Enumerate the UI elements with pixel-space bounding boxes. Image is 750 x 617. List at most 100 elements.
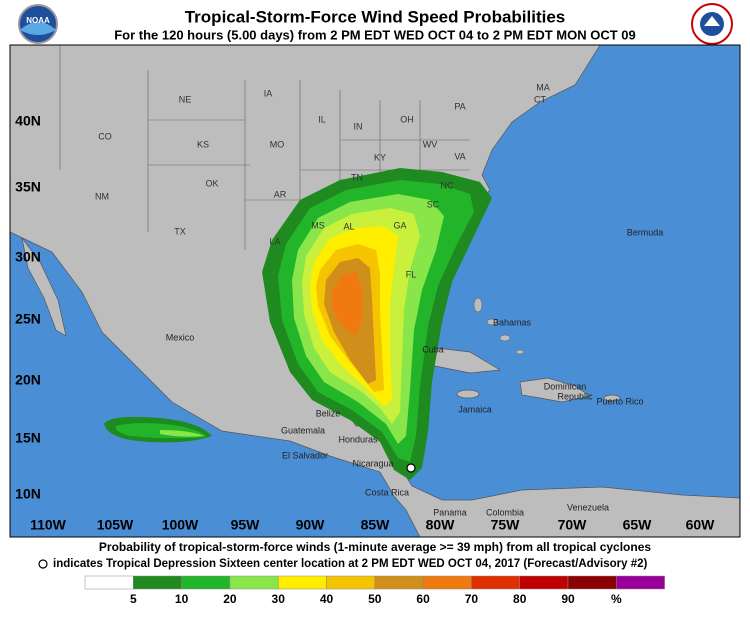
jamaica <box>456 389 480 399</box>
state-label: IN <box>354 121 363 131</box>
scale-swatch <box>422 575 472 590</box>
place-label: Mexico <box>166 332 195 342</box>
state-label: NC <box>441 180 454 190</box>
bahamas <box>473 297 525 355</box>
place-label: Belize <box>316 408 341 418</box>
color-scale: 5 10 20 30 40 50 60 70 80 90% <box>84 575 665 606</box>
lat-label: 35N <box>15 179 41 195</box>
scale-swatch <box>519 575 569 590</box>
scale-label: 80 <box>513 592 527 606</box>
lon-label: 85W <box>361 517 391 533</box>
lon-label: 80W <box>426 517 456 533</box>
state-label: CO <box>98 131 112 141</box>
scale-swatch <box>567 575 617 590</box>
state-label: IA <box>264 88 273 98</box>
place-label: Puerto Rico <box>596 396 643 406</box>
state-label: KS <box>197 139 209 149</box>
scale-label: 90 <box>561 592 575 606</box>
state-label: LA <box>269 236 280 246</box>
state-label: OH <box>400 114 414 124</box>
place-label: Nicaragua <box>352 458 393 468</box>
nws-logo <box>691 3 733 45</box>
state-label: FL <box>406 269 417 279</box>
state-label: TN <box>351 172 363 182</box>
scale-label: 5 <box>130 592 137 606</box>
logo-text: NOAA <box>26 16 50 25</box>
lon-label: 75W <box>491 517 521 533</box>
scale-swatch <box>616 575 665 590</box>
state-label: WV <box>423 139 438 149</box>
lat-label: 20N <box>15 372 41 388</box>
state-borders <box>59 45 470 250</box>
state-label: MA <box>536 82 550 92</box>
scale-swatch <box>326 575 376 590</box>
scale-swatch <box>181 575 231 590</box>
scale-label: 70 <box>465 592 479 606</box>
state-label: TX <box>174 226 186 236</box>
place-label: Bahamas <box>493 317 532 327</box>
title: Tropical-Storm-Force Wind Speed Probabil… <box>185 7 566 26</box>
lat-label: 15N <box>15 430 41 446</box>
subtitle: For the 120 hours (5.00 days) from 2 PM … <box>114 27 636 42</box>
map-frame <box>9 44 741 538</box>
scale-swatch <box>277 575 327 590</box>
place-label: Guatemala <box>281 425 325 435</box>
baja <box>21 237 67 337</box>
place-label: Dominican <box>544 381 587 391</box>
lon-label: 65W <box>623 517 653 533</box>
hispaniola <box>519 377 591 403</box>
scale-label: 10 <box>175 592 189 606</box>
state-label: AL <box>343 221 354 231</box>
lat-label: 10N <box>15 486 41 502</box>
puerto-rico <box>603 394 621 402</box>
place-label: El Salvador <box>282 450 328 460</box>
map-labels: 40N 35N 30N 25N 20N 15N 10N 110W 105W 100W 95W 90W 8… <box>15 82 715 532</box>
state-label: IL <box>318 114 326 124</box>
noaa-logo: NOAA <box>18 4 58 44</box>
state-label: SC <box>427 199 440 209</box>
lon-label: 70W <box>558 517 588 533</box>
state-label: MS <box>311 220 325 230</box>
legend-note: indicates Tropical Depression Sixteen ce… <box>53 558 648 570</box>
lon-label: 60W <box>686 517 716 533</box>
scale-label: % <box>611 592 622 606</box>
scale-swatch <box>133 575 182 590</box>
place-label: Venezuela <box>567 502 609 512</box>
place-label: Republic <box>557 391 593 401</box>
place-label: Bermuda <box>627 227 664 237</box>
scale-label: 20 <box>223 592 237 606</box>
lon-label: 110W <box>30 517 67 533</box>
legend-caption: Probability of tropical-storm-force wind… <box>99 540 651 554</box>
scale-swatch <box>84 575 134 590</box>
lat-label: 40N <box>15 113 41 129</box>
place-label: Cuba <box>422 344 444 354</box>
state-label: NM <box>95 191 109 201</box>
lon-label: 95W <box>231 517 261 533</box>
scale-label: 60 <box>416 592 430 606</box>
place-label: Colombia <box>486 507 524 517</box>
state-label: PA <box>454 101 465 111</box>
map: 40N 35N 30N 25N 20N 15N 10N 110W 105W 100W 95W 90W 8… <box>9 44 741 538</box>
state-label: KY <box>374 152 386 162</box>
lon-label: 100W <box>162 517 199 533</box>
scale-swatch <box>374 575 424 590</box>
state-label: OK <box>205 178 218 188</box>
place-label: Jamaica <box>458 404 492 414</box>
state-label: AR <box>274 189 287 199</box>
lon-label: 90W <box>296 517 326 533</box>
scale-swatch <box>471 575 520 590</box>
scale-label: 40 <box>320 592 334 606</box>
state-label: GA <box>393 220 406 230</box>
state-label: CT <box>534 94 546 104</box>
storm-center-marker <box>406 463 416 473</box>
state-label: NE <box>179 94 192 104</box>
scale-label: 30 <box>272 592 286 606</box>
lat-label: 30N <box>15 249 41 265</box>
place-label: Panama <box>433 507 467 517</box>
state-label: MO <box>270 139 285 149</box>
probability-contours <box>104 168 492 480</box>
lon-label: 105W <box>97 517 134 533</box>
scale-swatch <box>229 575 279 590</box>
place-label: Costa Rica <box>365 487 409 497</box>
